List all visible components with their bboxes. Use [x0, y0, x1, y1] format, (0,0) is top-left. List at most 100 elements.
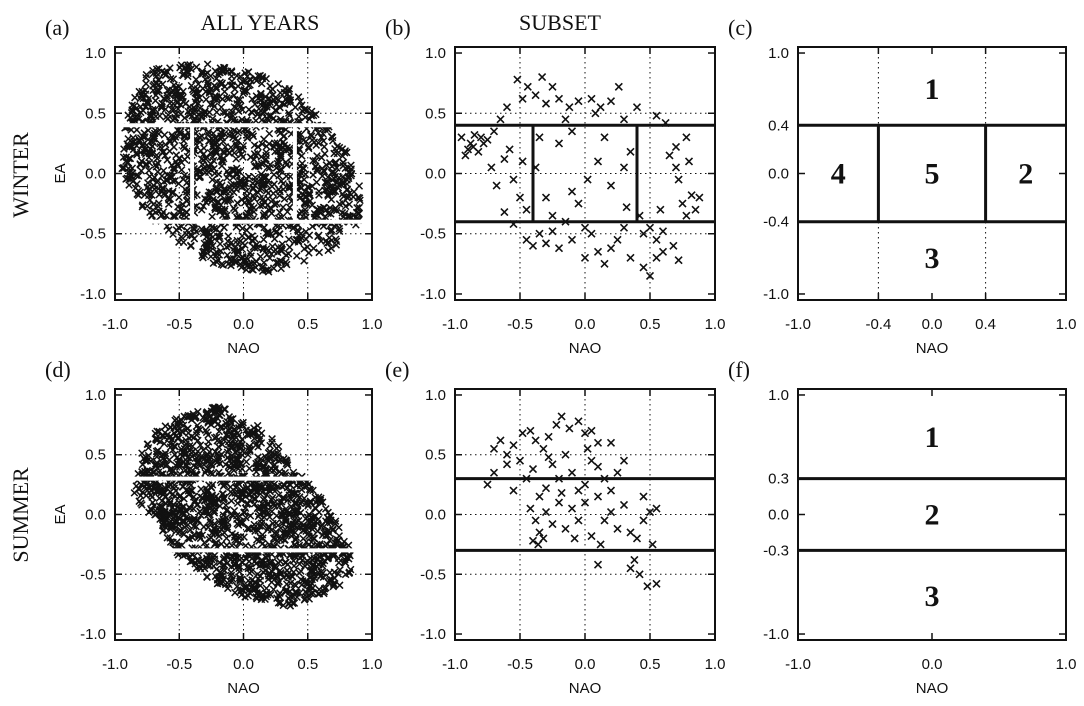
- scatter-point: [336, 566, 344, 574]
- scatter-point: [179, 502, 188, 511]
- scatter-point: [270, 180, 278, 188]
- scatter-point: [270, 200, 279, 208]
- scatter-point: [206, 100, 215, 109]
- scatter-point: [306, 554, 315, 563]
- x-tick-label: 0.5: [640, 316, 661, 333]
- scatter-point: [538, 73, 547, 82]
- scatter-point: [219, 108, 228, 117]
- scatter-point: [178, 91, 186, 100]
- scatter-point: [246, 81, 254, 89]
- scatter-point: [580, 498, 590, 507]
- scatter-point: [290, 237, 299, 246]
- scatter-point: [258, 73, 267, 81]
- x-tick-label: 0.0: [922, 316, 943, 333]
- scatter-point: [606, 486, 616, 495]
- scatter-point: [210, 551, 219, 560]
- scatter-point: [335, 227, 344, 236]
- scatter-point: [144, 482, 153, 491]
- scatter-point: [183, 191, 191, 199]
- scatter-point: [548, 460, 557, 469]
- scatter-point: [164, 114, 172, 123]
- scatter-point: [580, 480, 590, 489]
- scatter-point: [239, 89, 248, 98]
- scatter-point: [251, 495, 260, 503]
- scatter-point: [281, 468, 290, 477]
- scatter-point: [237, 177, 245, 186]
- scatter-point: [214, 452, 223, 461]
- scatter-point: [580, 429, 590, 438]
- x-tick-label: -0.5: [507, 316, 533, 333]
- scatter-point: [325, 576, 334, 585]
- scatter-point: [170, 450, 179, 459]
- scatter-point: [226, 127, 235, 136]
- scatter-point: [645, 271, 655, 280]
- scatter-point: [277, 247, 286, 256]
- scatter-point: [124, 158, 132, 167]
- y-tick-label: -0.5: [80, 566, 106, 583]
- scatter-point: [567, 468, 577, 477]
- scatter-point: [319, 559, 327, 568]
- x-tick-label: 1.0: [705, 316, 726, 333]
- scatter-point: [155, 112, 164, 120]
- scatter-point: [297, 152, 306, 160]
- scatter-point: [294, 93, 303, 101]
- scatter-point: [257, 522, 266, 530]
- scatter-point: [160, 189, 169, 197]
- y-tick-label: 0.5: [85, 447, 106, 464]
- panel-letter: (a): [45, 15, 69, 40]
- scatter-point: [176, 470, 184, 478]
- scatter-point: [541, 508, 551, 517]
- scatter-point: [344, 174, 353, 183]
- scatter-point: [552, 420, 561, 429]
- scatter-point: [531, 516, 540, 525]
- scatter-point: [197, 511, 205, 520]
- scatter-point: [656, 205, 665, 214]
- y-tick-label: -1.0: [420, 626, 446, 643]
- scatter-point: [166, 91, 174, 99]
- scatter-point: [152, 79, 160, 88]
- scatter-point: [321, 186, 329, 195]
- scatter-point: [262, 173, 270, 182]
- scatter-point: [292, 252, 301, 260]
- scatter-point: [254, 443, 262, 451]
- scatter-point: [257, 170, 266, 179]
- scatter-point: [658, 227, 668, 236]
- scatter-point: [246, 512, 255, 520]
- scatter-point: [248, 236, 256, 245]
- scatter-point: [152, 91, 160, 100]
- scatter-point: [284, 510, 293, 518]
- x-tick-label: -1.0: [785, 656, 811, 673]
- scatter-point: [626, 528, 635, 537]
- scatter-point: [267, 573, 275, 581]
- scatter-point: [246, 569, 254, 578]
- scatter-point: [221, 196, 230, 204]
- scatter-point: [256, 90, 265, 99]
- scatter-point: [188, 442, 197, 451]
- scatter-point: [278, 507, 287, 515]
- scatter-point: [226, 443, 235, 452]
- scatter-point: [233, 199, 242, 207]
- scatter-point: [245, 199, 254, 207]
- scatter-point: [250, 584, 259, 593]
- scatter-point: [128, 101, 137, 110]
- scatter-point: [144, 451, 153, 460]
- scatter-point: [244, 576, 253, 585]
- scatter-point: [220, 553, 228, 562]
- scatter-point: [231, 489, 239, 497]
- scatter-point: [298, 107, 306, 115]
- scatter-point: [179, 518, 187, 527]
- scatter-point: [665, 151, 674, 160]
- scatter-point: [260, 559, 269, 568]
- scatter-point: [613, 524, 622, 533]
- y-tick-label: 0.3: [768, 471, 789, 488]
- scatter-point: [285, 193, 294, 201]
- scatter-point: [645, 508, 655, 517]
- scatter-point: [146, 113, 155, 121]
- scatter-point: [233, 536, 241, 545]
- scatter-point: [587, 456, 596, 465]
- scatter-point: [682, 133, 691, 142]
- scatter-point: [317, 568, 325, 576]
- scatter-point: [254, 574, 262, 583]
- scatter-point: [500, 207, 509, 217]
- scatter-point: [181, 550, 190, 559]
